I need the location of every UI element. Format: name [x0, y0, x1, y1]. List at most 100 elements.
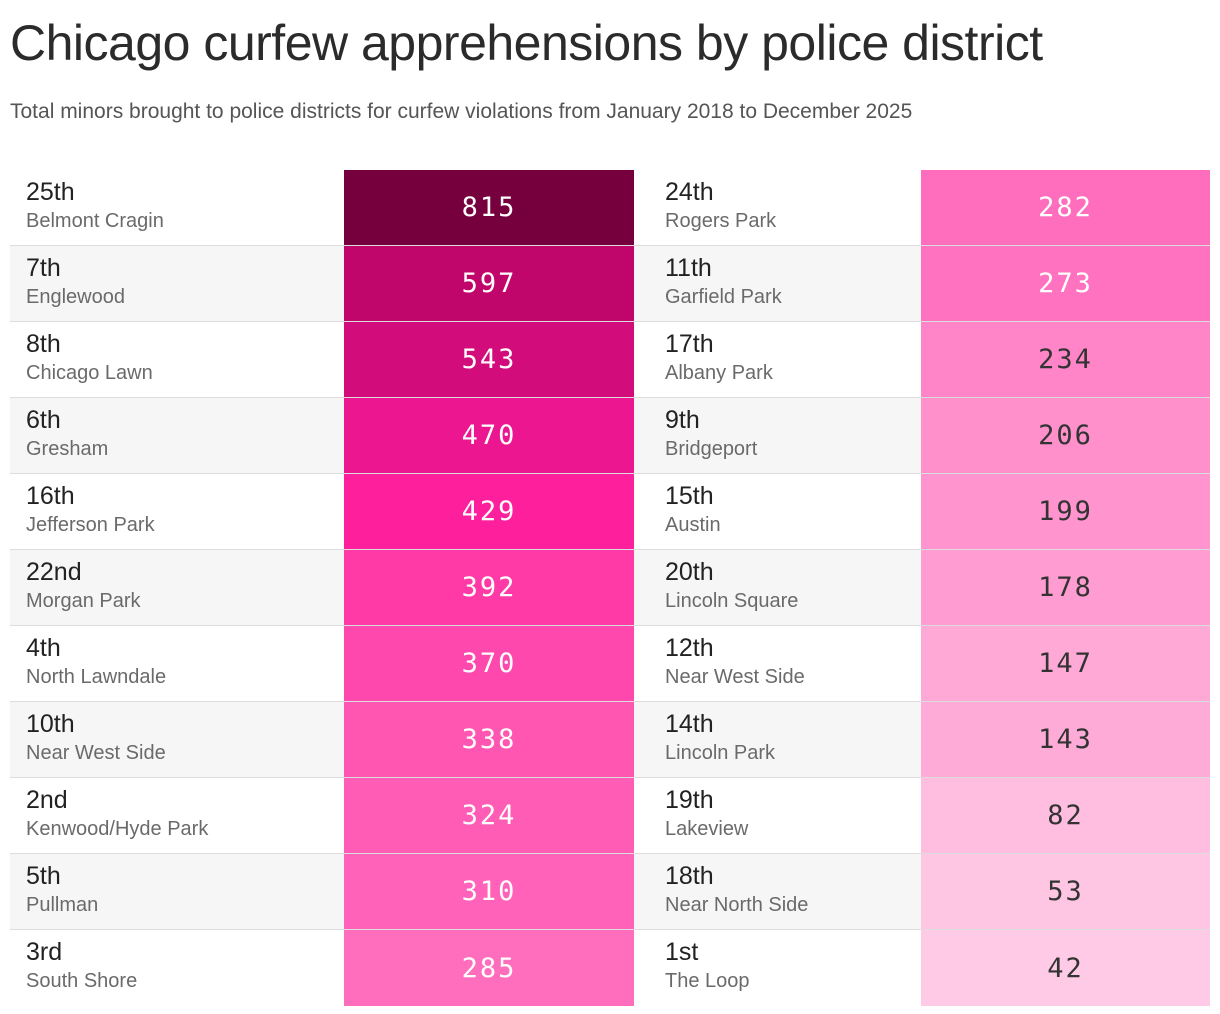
district-name-cell: 7th Englewood: [10, 246, 344, 321]
district-label: 3rd: [26, 938, 63, 966]
value-cell: 234: [921, 322, 1210, 397]
district-label: 12th: [665, 634, 714, 662]
district-label: 14th: [665, 710, 714, 738]
district-name-cell: 8th Chicago Lawn: [10, 322, 344, 397]
value-cell: 143: [921, 702, 1210, 777]
table-row: 25th Belmont Cragin 815: [10, 170, 634, 246]
table-row: 6th Gresham 470: [10, 398, 634, 474]
district-label: 9th: [665, 406, 700, 434]
value-cell: 429: [344, 474, 634, 549]
neighborhood-label: Morgan Park: [26, 590, 141, 612]
district-name-cell: 18th Near North Side: [634, 854, 921, 929]
district-name-cell: 4th North Lawndale: [10, 626, 344, 701]
table-row: 10th Near West Side 338: [10, 702, 634, 778]
neighborhood-label: South Shore: [26, 970, 138, 992]
value-cell: 42: [921, 930, 1210, 1006]
table-row: 2nd Kenwood/Hyde Park 324: [10, 778, 634, 854]
neighborhood-label: Kenwood/Hyde Park: [26, 818, 209, 840]
table-row: 16th Jefferson Park 429: [10, 474, 634, 550]
district-label: 5th: [26, 862, 61, 890]
neighborhood-label: Jefferson Park: [26, 514, 155, 536]
district-label: 17th: [665, 330, 714, 358]
district-label: 20th: [665, 558, 714, 586]
district-name-cell: 1st The Loop: [634, 930, 921, 1006]
neighborhood-label: North Lawndale: [26, 666, 167, 688]
table-row: 5th Pullman 310: [10, 854, 634, 930]
district-name-cell: 20th Lincoln Square: [634, 550, 921, 625]
district-name-cell: 19th Lakeview: [634, 778, 921, 853]
value-cell: 370: [344, 626, 634, 701]
value-cell: 310: [344, 854, 634, 929]
value-cell: 392: [344, 550, 634, 625]
chart-title: Chicago curfew apprehensions by police d…: [10, 15, 1043, 71]
district-label: 10th: [26, 710, 75, 738]
value-cell: 206: [921, 398, 1210, 473]
value-cell: 470: [344, 398, 634, 473]
table-row: 1st The Loop 42: [634, 930, 1210, 1006]
neighborhood-label: Pullman: [26, 894, 99, 916]
neighborhood-label: Near West Side: [665, 666, 805, 688]
district-name-cell: 17th Albany Park: [634, 322, 921, 397]
district-name-cell: 16th Jefferson Park: [10, 474, 344, 549]
value-cell: 53: [921, 854, 1210, 929]
district-label: 18th: [665, 862, 714, 890]
neighborhood-label: Garfield Park: [665, 286, 782, 308]
neighborhood-label: Belmont Cragin: [26, 210, 164, 232]
district-label: 7th: [26, 254, 61, 282]
district-name-cell: 15th Austin: [634, 474, 921, 549]
neighborhood-label: Lincoln Park: [665, 742, 776, 764]
table-row: 12th Near West Side 147: [634, 626, 1210, 702]
value-cell: 147: [921, 626, 1210, 701]
table-row: 7th Englewood 597: [10, 246, 634, 322]
table-row: 14th Lincoln Park 143: [634, 702, 1210, 778]
table-row: 9th Bridgeport 206: [634, 398, 1210, 474]
district-label: 8th: [26, 330, 61, 358]
neighborhood-label: Lakeview: [665, 818, 749, 840]
district-label: 24th: [665, 178, 714, 206]
neighborhood-label: Near North Side: [665, 894, 809, 916]
district-label: 16th: [26, 482, 75, 510]
district-name-cell: 11th Garfield Park: [634, 246, 921, 321]
neighborhood-label: Austin: [665, 514, 721, 536]
chart-subtitle: Total minors brought to police districts…: [10, 100, 913, 123]
district-label: 11th: [665, 254, 712, 282]
district-label: 6th: [26, 406, 61, 434]
neighborhood-label: Gresham: [26, 438, 109, 460]
neighborhood-label: Lincoln Square: [665, 590, 799, 612]
district-name-cell: 14th Lincoln Park: [634, 702, 921, 777]
value-cell: 178: [921, 550, 1210, 625]
value-cell: 199: [921, 474, 1210, 549]
table-row: 17th Albany Park 234: [634, 322, 1210, 398]
neighborhood-label: Near West Side: [26, 742, 166, 764]
district-label: 22nd: [26, 558, 82, 586]
table-column-left: 25th Belmont Cragin 815 7th Englewood 597 8th C…: [10, 170, 634, 1006]
value-cell: 82: [921, 778, 1210, 853]
table-row: 4th North Lawndale 370: [10, 626, 634, 702]
district-name-cell: 25th Belmont Cragin: [10, 170, 344, 245]
table-row: 3rd South Shore 285: [10, 930, 634, 1006]
table-row: 20th Lincoln Square 178: [634, 550, 1210, 626]
value-cell: 597: [344, 246, 634, 321]
neighborhood-label: Englewood: [26, 286, 125, 308]
value-cell: 338: [344, 702, 634, 777]
table-row: 11th Garfield Park 273: [634, 246, 1210, 322]
district-name-cell: 10th Near West Side: [10, 702, 344, 777]
value-cell: 285: [344, 930, 634, 1006]
value-cell: 282: [921, 170, 1210, 245]
table-column-right: 24th Rogers Park 282 11th Garfield Park 273 17…: [634, 170, 1210, 1006]
value-cell: 324: [344, 778, 634, 853]
value-cell: 273: [921, 246, 1210, 321]
district-name-cell: 9th Bridgeport: [634, 398, 921, 473]
neighborhood-label: Rogers Park: [665, 210, 777, 232]
district-label: 1st: [665, 938, 699, 966]
neighborhood-label: Chicago Lawn: [26, 362, 153, 384]
table-row: 24th Rogers Park 282: [634, 170, 1210, 246]
value-cell: 543: [344, 322, 634, 397]
table-row: 22nd Morgan Park 392: [10, 550, 634, 626]
district-name-cell: 12th Near West Side: [634, 626, 921, 701]
table-row: 15th Austin 199: [634, 474, 1210, 550]
district-name-cell: 22nd Morgan Park: [10, 550, 344, 625]
district-name-cell: 3rd South Shore: [10, 930, 344, 1006]
value-cell: 815: [344, 170, 634, 245]
district-name-cell: 2nd Kenwood/Hyde Park: [10, 778, 344, 853]
